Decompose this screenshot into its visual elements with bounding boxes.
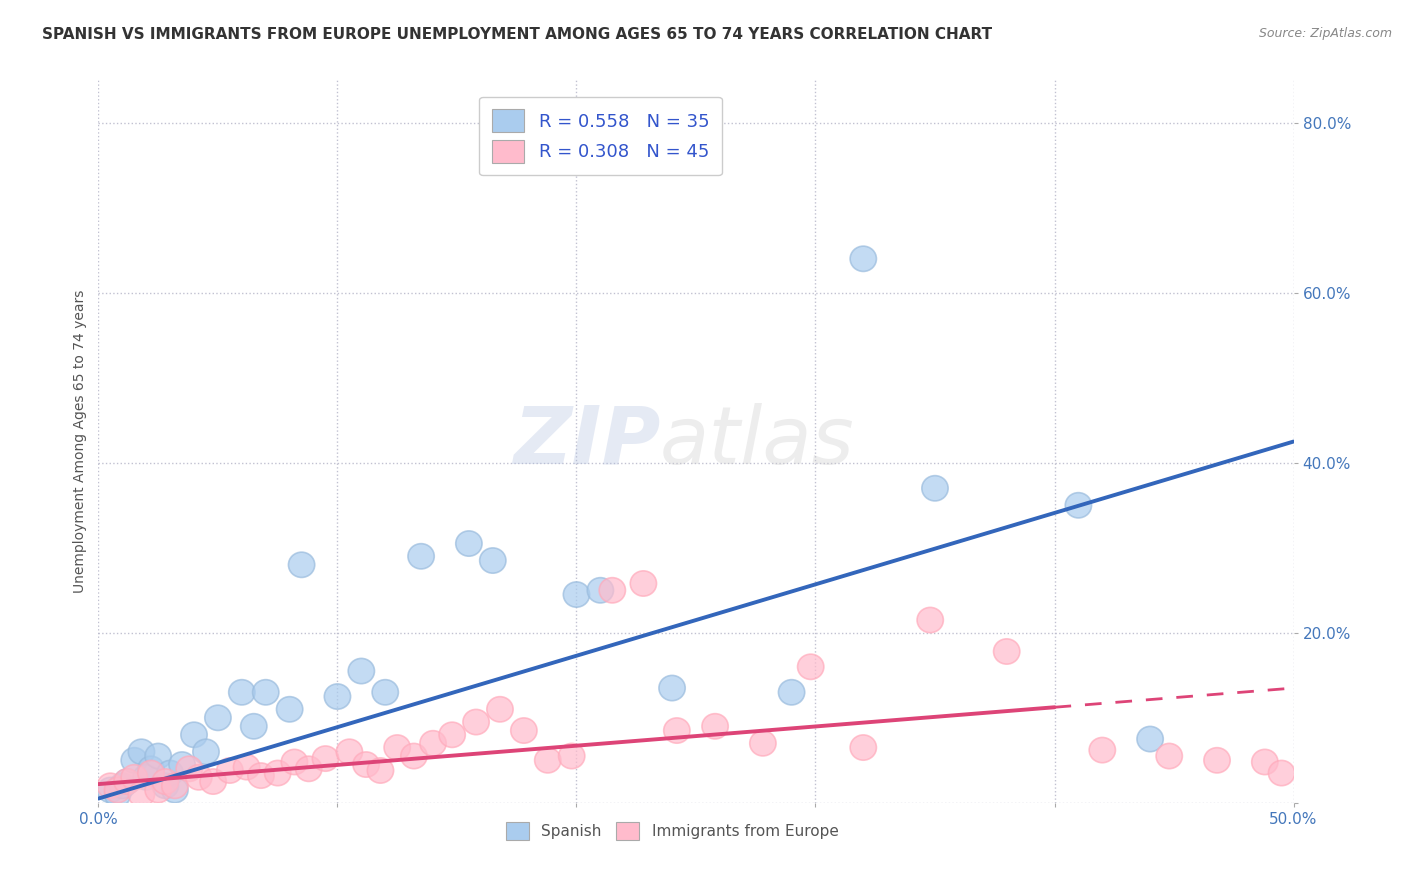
Ellipse shape [162,773,188,798]
Ellipse shape [917,607,943,632]
Ellipse shape [349,658,374,683]
Ellipse shape [240,714,267,739]
Ellipse shape [922,475,948,501]
Ellipse shape [247,763,274,789]
Text: atlas: atlas [661,402,855,481]
Ellipse shape [176,756,202,781]
Ellipse shape [295,756,322,781]
Ellipse shape [145,778,172,803]
Ellipse shape [145,743,172,769]
Ellipse shape [281,749,308,774]
Ellipse shape [797,654,824,680]
Ellipse shape [851,735,876,760]
Ellipse shape [138,760,165,786]
Ellipse shape [121,764,148,790]
Ellipse shape [134,764,159,790]
Ellipse shape [193,739,219,764]
Ellipse shape [157,760,183,786]
Ellipse shape [1137,726,1163,752]
Ellipse shape [121,747,148,773]
Ellipse shape [186,764,212,790]
Ellipse shape [659,675,685,701]
Y-axis label: Unemployment Among Ages 65 to 74 years: Unemployment Among Ages 65 to 74 years [73,290,87,593]
Ellipse shape [253,680,278,705]
Ellipse shape [152,769,179,794]
Ellipse shape [312,746,339,772]
Ellipse shape [486,697,513,722]
Ellipse shape [104,781,131,807]
Ellipse shape [229,680,254,705]
Text: ZIP: ZIP [513,402,661,481]
Ellipse shape [1090,738,1115,763]
Ellipse shape [277,697,302,722]
Ellipse shape [138,756,165,781]
Ellipse shape [510,718,537,743]
Ellipse shape [749,731,776,756]
Ellipse shape [128,781,155,807]
Ellipse shape [162,778,188,803]
Ellipse shape [384,735,411,760]
Ellipse shape [630,571,657,596]
Ellipse shape [401,743,427,769]
Ellipse shape [367,758,394,783]
Ellipse shape [205,706,231,731]
Ellipse shape [564,582,589,607]
Ellipse shape [264,760,291,786]
Ellipse shape [1156,743,1182,769]
Ellipse shape [599,578,626,603]
Ellipse shape [97,773,124,798]
Ellipse shape [420,731,446,756]
Legend: Spanish, Immigrants from Europe: Spanish, Immigrants from Europe [499,816,845,846]
Text: Source: ZipAtlas.com: Source: ZipAtlas.com [1258,27,1392,40]
Ellipse shape [534,747,561,773]
Ellipse shape [664,718,690,743]
Ellipse shape [114,769,141,794]
Ellipse shape [200,769,226,794]
Ellipse shape [779,680,804,705]
Ellipse shape [373,680,398,705]
Ellipse shape [1251,749,1278,774]
Ellipse shape [456,531,482,557]
Ellipse shape [702,714,728,739]
Ellipse shape [128,739,155,764]
Ellipse shape [994,639,1019,665]
Ellipse shape [169,752,195,777]
Ellipse shape [1066,492,1091,518]
Ellipse shape [408,543,434,569]
Ellipse shape [588,578,613,603]
Ellipse shape [479,548,506,574]
Ellipse shape [463,709,489,735]
Ellipse shape [152,773,179,798]
Ellipse shape [353,752,380,777]
Ellipse shape [1268,760,1295,786]
Ellipse shape [104,778,131,803]
Ellipse shape [97,778,124,803]
Ellipse shape [181,723,207,747]
Ellipse shape [110,773,135,798]
Ellipse shape [233,755,260,780]
Ellipse shape [439,723,465,747]
Ellipse shape [1204,747,1230,773]
Ellipse shape [558,743,585,769]
Ellipse shape [288,552,315,577]
Text: SPANISH VS IMMIGRANTS FROM EUROPE UNEMPLOYMENT AMONG AGES 65 TO 74 YEARS CORRELA: SPANISH VS IMMIGRANTS FROM EUROPE UNEMPL… [42,27,993,42]
Ellipse shape [325,684,350,709]
Ellipse shape [217,758,243,783]
Ellipse shape [114,769,141,794]
Ellipse shape [336,739,363,764]
Ellipse shape [851,246,876,271]
